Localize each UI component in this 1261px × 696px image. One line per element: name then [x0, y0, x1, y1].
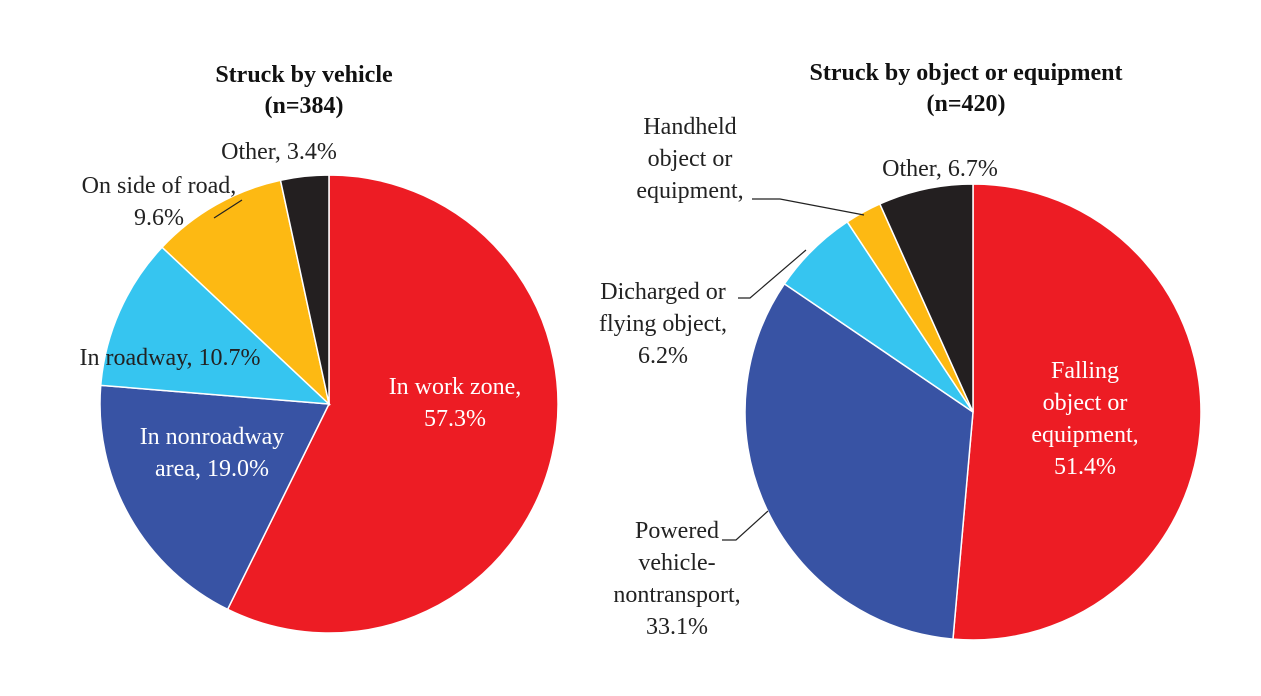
- pie-chart-struck-by-vehicle: Struck by vehicle (n=384) In work zone, 57.…: [79, 62, 559, 634]
- pie-slice-powered-vehicle-nontransport: [744, 282, 974, 640]
- slice-label-on-side-of-road: On side of road, 9.6%: [82, 173, 237, 231]
- slice-label-powered-vehicle-nontransport: Powered vehicle-nontransport, 33.1%: [613, 518, 740, 640]
- pie-slice-in-work-zone: [226, 174, 559, 634]
- slice-label-in-nonroadway-area: In nonroadway area, 19.0%: [140, 424, 285, 482]
- chart-title: Struck by object or equipment: [810, 60, 1123, 86]
- slice-label-in-roadway: In roadway, 10.7%: [79, 345, 260, 371]
- chart-subtitle: (n=420): [926, 91, 1005, 117]
- slice-label-other: Other, 3.4%: [221, 139, 337, 165]
- leader-line-powered-vehicle-nontransport: [722, 510, 769, 541]
- slice-label-handheld-object-or-equipment: Handheld object or equipment,: [636, 114, 743, 204]
- pie-slice-in-roadway: [99, 246, 332, 405]
- leader-line-handheld-object-or-equipment: [752, 198, 865, 216]
- chart-title: Struck by vehicle: [215, 62, 393, 88]
- leader-line-dicharged-or-flying-object: [738, 249, 807, 299]
- chart-subtitle: (n=384): [264, 93, 343, 119]
- leader-line-on-side-of-road: [213, 199, 243, 219]
- slice-label-dicharged-or-flying-object: Dicharged or flying object, 6.2%: [599, 279, 727, 369]
- pie-slice-falling-object-or-equipment: [952, 183, 1202, 641]
- pie-slice-in-nonroadway-area: [99, 384, 331, 611]
- slice-label-in-work-zone: In work zone, 57.3%: [389, 374, 522, 432]
- pie-slice-other: [878, 183, 974, 413]
- pie-slice-on-side-of-road: [161, 179, 331, 407]
- slice-label-other: Other, 6.7%: [882, 156, 998, 182]
- slice-label-falling-object-or-equipment: Falling object or equipment, 51.4%: [1031, 358, 1138, 480]
- pie-chart-struck-by-object: Struck by object or equipment (n=420) Fall…: [599, 60, 1202, 641]
- pie-slice-other: [279, 174, 330, 405]
